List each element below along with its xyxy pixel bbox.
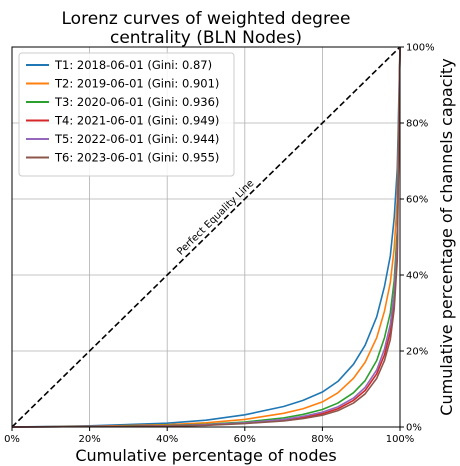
x-tick-label-0: 0% (4, 434, 20, 445)
legend-box (18, 52, 235, 177)
series-group (11, 46, 401, 428)
y-tick-label-3: 60% (406, 195, 428, 206)
legend-label-t3: T3: 2020-06-01 (Gini: 0.936) (54, 95, 219, 109)
x-tick-label-3: 60% (234, 434, 256, 445)
equality-line-group (11, 46, 401, 428)
chart-title-line1: Lorenz curves of weighted degree (62, 9, 351, 29)
y-tick-label-1: 20% (406, 347, 428, 358)
x-tick-label-5: 100% (386, 434, 415, 445)
legend-label-t1: T1: 2018-06-01 (Gini: 0.87) (54, 58, 212, 72)
y-axis-ticks: 0% 20% 40% 60% 80% 100% (400, 43, 435, 434)
x-axis-ticks: 0% 20% 40% 60% 80% 100% (4, 427, 414, 445)
x-axis-label: Cumulative percentage of nodes (75, 446, 336, 465)
y-tick-label-0: 0% (406, 423, 422, 434)
x-tick-label-4: 80% (311, 434, 333, 445)
x-tick-label-1: 20% (78, 434, 100, 445)
legend-label-t5: T5: 2022-06-01 (Gini: 0.944) (54, 132, 219, 146)
legend-label-t2: T2: 2019-06-01 (Gini: 0.901) (54, 77, 219, 91)
perfect-equality-line (11, 46, 401, 428)
legend-label-t4: T4: 2021-06-01 (Gini: 0.949) (54, 114, 219, 128)
legend: T1: 2018-06-01 (Gini: 0.87) T2: 2019-06-0… (18, 52, 235, 177)
series-line-t6 (11, 46, 401, 428)
y-axis-label: Cumulative percentage of channels capaci… (437, 58, 456, 415)
x-tick-label-2: 40% (156, 434, 178, 445)
legend-label-t6: T6: 2023-06-01 (Gini: 0.955) (54, 151, 219, 165)
series-line-t1 (11, 46, 401, 428)
plot-frame (11, 46, 401, 428)
y-tick-label-2: 40% (406, 271, 428, 282)
chart-title-line2: centrality (BLN Nodes) (110, 28, 302, 48)
y-tick-label-5: 100% (406, 43, 435, 54)
series-line-t2 (11, 46, 401, 428)
y-tick-label-4: 80% (406, 119, 428, 130)
